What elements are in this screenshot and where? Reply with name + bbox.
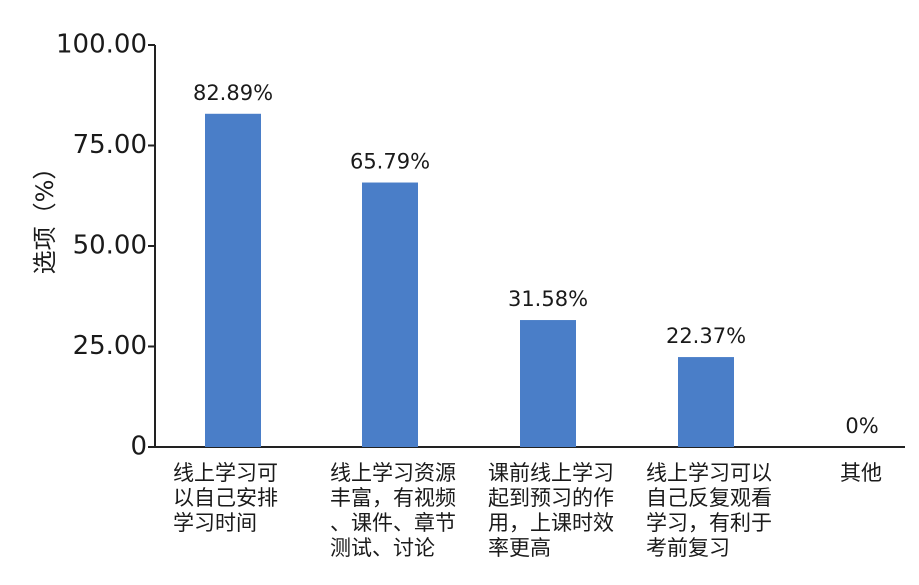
y-tick-label: 25.00 (73, 331, 147, 361)
x-tick-label: 线上学习可 以自己安排 学习时间 (173, 461, 278, 535)
bar (520, 320, 576, 447)
value-label: 22.37% (666, 324, 746, 348)
y-axis-label: 选项（%） (31, 156, 59, 275)
x-tick-label: 线上学习可以 自己反复观看 学习，有利于 考前复习 (646, 461, 772, 560)
x-tick-label: 课前线上学习 起到预习的作 用，上课时效 率更高 (488, 461, 614, 560)
x-tick-label: 其他 (840, 461, 882, 485)
y-tick-label: 50.00 (73, 231, 147, 261)
value-label: 65.79% (350, 150, 430, 174)
bar (678, 357, 734, 447)
bar (362, 182, 418, 447)
value-label: 0% (845, 414, 878, 438)
y-tick-label: 100.00 (56, 30, 147, 60)
y-tick-label: 75.00 (73, 130, 147, 160)
bar (205, 113, 261, 448)
x-tick-label: 线上学习资源 丰富，有视频 、课件、章节 测试、讨论 (330, 461, 456, 560)
value-label: 82.89% (193, 81, 273, 105)
y-tick-label: 0 (130, 432, 147, 462)
value-label: 31.58% (508, 287, 588, 311)
